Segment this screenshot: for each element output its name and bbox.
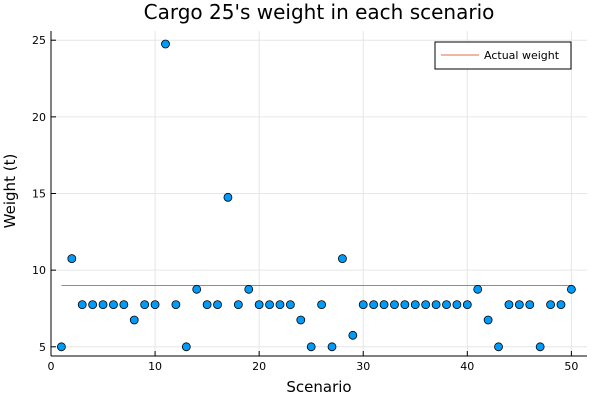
data-point: [150, 300, 160, 310]
labels-layer: Cargo 25's weight in each scenario Scena…: [1, 0, 494, 396]
data-point: [223, 192, 233, 202]
data-point: [410, 300, 420, 310]
data-point: [338, 254, 347, 264]
points-layer: [57, 39, 576, 352]
data-point: [494, 342, 503, 352]
data-point: [129, 315, 139, 325]
x-tick-label: 50: [564, 360, 578, 373]
legend: Actual weight: [434, 41, 572, 70]
data-point: [306, 342, 316, 352]
data-point: [57, 342, 66, 352]
data-point: [233, 300, 243, 310]
y-tick-label: 10: [32, 264, 46, 277]
y-tick-label: 15: [32, 188, 46, 201]
data-point: [327, 342, 337, 352]
y-tick-label: 25: [32, 34, 46, 47]
data-point: [275, 300, 285, 310]
x-axis-title: Scenario: [286, 378, 351, 396]
data-point: [244, 284, 254, 294]
data-point: [442, 300, 451, 310]
data-point: [171, 300, 181, 310]
y-axis-title: Weight (t): [1, 154, 19, 229]
data-point: [358, 300, 368, 310]
data-point: [431, 300, 441, 310]
x-tick-label: 0: [48, 360, 55, 373]
chart-title: Cargo 25's weight in each scenario: [144, 0, 495, 24]
data-point: [317, 300, 327, 310]
data-point: [400, 300, 410, 310]
data-point: [390, 300, 399, 310]
data-point: [379, 300, 389, 310]
data-point: [504, 300, 514, 310]
data-point: [473, 284, 483, 294]
data-point: [348, 330, 358, 340]
data-point: [566, 284, 576, 294]
data-point: [265, 300, 274, 310]
data-point: [452, 300, 462, 310]
y-tick-label: 20: [32, 111, 46, 124]
data-point: [98, 300, 108, 310]
data-point: [483, 315, 493, 325]
data-point: [202, 300, 212, 310]
data-point: [546, 300, 555, 310]
data-point: [213, 300, 222, 310]
data-point: [514, 300, 524, 310]
data-point: [285, 300, 295, 310]
data-point: [296, 315, 306, 325]
data-point: [369, 300, 379, 310]
data-point: [254, 300, 264, 310]
data-point: [525, 300, 535, 310]
legend-label-actual-weight: Actual weight: [484, 49, 560, 62]
y-tick-label: 5: [39, 341, 46, 354]
data-point: [88, 300, 98, 310]
data-point: [140, 300, 150, 310]
data-point: [192, 284, 202, 294]
data-point: [181, 342, 191, 352]
data-point: [161, 39, 170, 49]
data-point: [119, 300, 129, 310]
x-tick-label: 40: [460, 360, 474, 373]
data-point: [77, 300, 87, 310]
data-point: [109, 300, 118, 310]
data-point: [535, 342, 545, 352]
axes-layer: 0 10 20 30 40 50 5 10 15 20 25: [32, 31, 587, 373]
data-point: [462, 300, 472, 310]
x-tick-label: 20: [252, 360, 266, 373]
data-point: [67, 254, 77, 264]
data-point: [556, 300, 566, 310]
grid-layer: [50, 31, 587, 356]
data-point: [421, 300, 431, 310]
x-tick-label: 30: [356, 360, 370, 373]
x-tick-label: 10: [148, 360, 162, 373]
